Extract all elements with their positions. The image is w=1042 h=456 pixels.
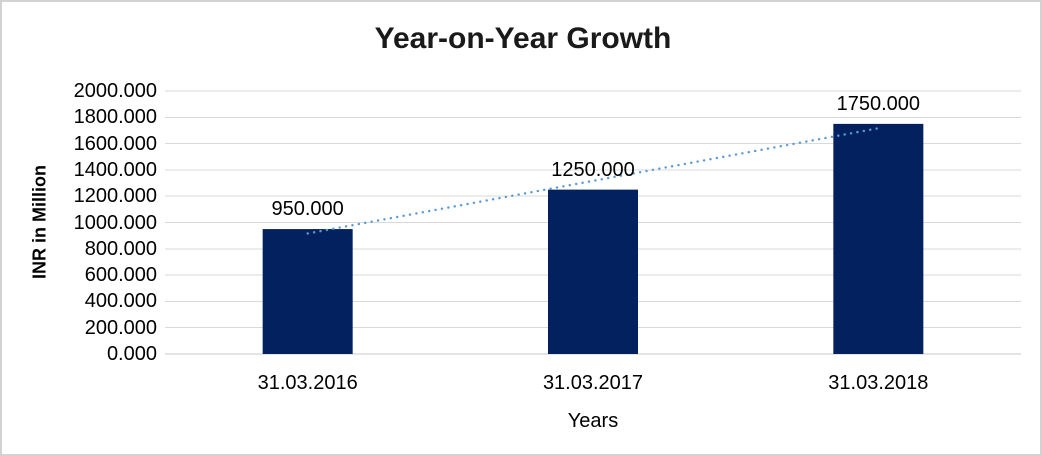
bar-31.03.2016 [262, 229, 353, 354]
bar-31.03.2018 [833, 123, 924, 354]
y-tick-2000.000: 2000.000 [73, 80, 157, 102]
data-label-31.03.2017: 1250.000 [551, 158, 635, 181]
y-tick-800.000: 800.000 [84, 237, 157, 260]
y-tick-1800.000: 1800.000 [73, 106, 157, 129]
x-tick-31.03.2018: 31.03.2018 [828, 372, 929, 394]
chart-title: Year-on-Year Growth [374, 22, 672, 55]
x-axis-title: Years [567, 410, 619, 432]
trendline-dotted [306, 127, 880, 235]
x-tick-31.03.2017: 31.03.2017 [542, 372, 644, 394]
trendline [306, 127, 880, 235]
data-label-31.03.2016: 950.000 [271, 198, 344, 221]
bar-series [262, 123, 924, 354]
y-tick-0.000: 0.000 [106, 343, 157, 365]
y-tick-1400.000: 1400.000 [73, 158, 157, 181]
bar-31.03.2017 [548, 189, 638, 354]
y-tick-1600.000: 1600.000 [73, 132, 157, 155]
y-tick-400.000: 400.000 [84, 290, 157, 313]
y-tick-1000.000: 1000.000 [73, 211, 157, 234]
x-tick-31.03.2016: 31.03.2016 [257, 372, 358, 394]
y-tick-1200.000: 1200.000 [73, 185, 157, 208]
data-label-31.03.2018: 1750.000 [836, 92, 921, 115]
y-tick-600.000: 600.000 [84, 264, 157, 287]
y-tick-200.000: 200.000 [84, 316, 157, 339]
